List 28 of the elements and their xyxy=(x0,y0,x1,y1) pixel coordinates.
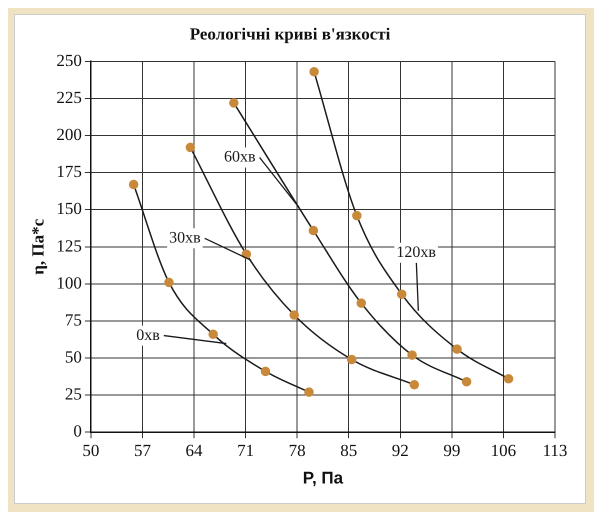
x-tick-label: 57 xyxy=(134,440,152,460)
chart-title: Реологічні криві в'язкості xyxy=(190,24,391,44)
legend-label: 0хв xyxy=(136,326,160,344)
y-tick-label: 150 xyxy=(56,199,82,218)
y-tick-label: 50 xyxy=(64,348,82,367)
y-tick-label: 25 xyxy=(64,384,82,404)
y-tick-label: 100 xyxy=(56,273,82,292)
x-tick-label: 106 xyxy=(490,440,516,460)
series-label: 60хв xyxy=(224,148,256,166)
y-axis-title: η, Па*с xyxy=(28,218,48,275)
x-tick-label: 99 xyxy=(443,440,460,460)
x-axis-title: P, Па xyxy=(302,468,344,488)
y-tick-label: 250 xyxy=(56,50,82,70)
y-tick-label: 175 xyxy=(56,162,82,182)
x-tick-label: 85 xyxy=(340,440,358,460)
x-tick-label: 64 xyxy=(186,440,204,460)
y-tick-label: 125 xyxy=(56,236,82,256)
x-tick-label: 78 xyxy=(288,440,306,460)
y-tick-label: 200 xyxy=(56,125,82,144)
series-label: 120хв xyxy=(396,244,436,261)
y-tick-label: 225 xyxy=(56,88,82,107)
x-tick-label: 113 xyxy=(542,440,568,460)
y-tick-label: 0 xyxy=(73,422,82,441)
x-tick-label: 50 xyxy=(82,440,100,460)
series-label: 30хв xyxy=(169,230,202,246)
x-tick-label: 92 xyxy=(392,440,409,460)
y-tick-label: 75 xyxy=(64,310,82,330)
x-tick-label: 71 xyxy=(237,440,254,460)
